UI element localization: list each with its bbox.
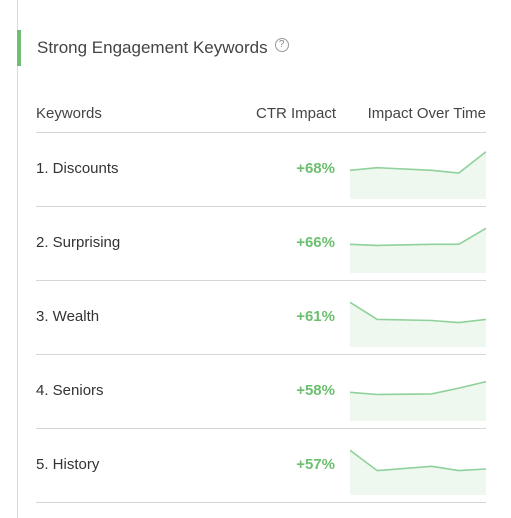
sparkline-svg — [350, 301, 486, 347]
keyword-label: 3. Wealth — [36, 308, 100, 325]
sparkline — [350, 443, 486, 495]
table-row[interactable]: 1. Discounts +68% — [36, 133, 486, 207]
sparkline-svg — [350, 151, 486, 199]
header-ctr-impact[interactable]: CTR Impact — [255, 105, 336, 122]
sparkline-area — [350, 151, 486, 199]
sparkline — [350, 221, 486, 273]
info-icon[interactable]: ? — [274, 38, 289, 52]
table-row[interactable]: 3. Wealth +61% — [36, 281, 486, 355]
keyword-label: 5. History — [36, 456, 100, 473]
sparkline-line — [350, 227, 486, 247]
header-keywords[interactable]: Keywords — [36, 105, 102, 122]
card-left-border — [17, 0, 18, 518]
sparkline-area — [350, 228, 486, 273]
keyword-label: 4. Seniors — [36, 382, 104, 399]
table-row[interactable]: 4. Seniors +58% — [36, 355, 486, 429]
sparkline — [350, 147, 486, 199]
sparkline — [350, 295, 486, 347]
sparkline-line — [350, 449, 486, 472]
sparkline-area — [350, 381, 486, 421]
sparkline-area — [350, 302, 486, 347]
table-header: Keywords CTR Impact Impact Over Time — [36, 96, 486, 133]
sparkline-area — [350, 450, 486, 495]
keywords-table: Keywords CTR Impact Impact Over Time 1. … — [36, 96, 486, 503]
sparkline-line — [350, 380, 486, 396]
ctr-value: +66% — [296, 234, 335, 251]
card-accent-bar — [17, 30, 21, 66]
card-title: Strong Engagement Keywords ? — [37, 38, 289, 58]
sparkline-svg — [350, 449, 486, 495]
header-impact-over-time[interactable]: Impact Over Time — [367, 105, 486, 122]
card-title-text: Strong Engagement Keywords — [37, 38, 268, 57]
sparkline-svg — [350, 227, 486, 273]
table-row[interactable]: 2. Surprising +66% — [36, 207, 486, 281]
ctr-value: +58% — [296, 382, 335, 399]
keyword-label: 2. Surprising — [36, 234, 121, 251]
ctr-value: +61% — [296, 308, 335, 325]
ctr-value: +57% — [296, 456, 335, 473]
table-row[interactable]: 5. History +57% — [36, 429, 486, 503]
sparkline-svg — [350, 380, 486, 421]
sparkline — [350, 369, 486, 421]
ctr-value: +68% — [296, 160, 335, 177]
keyword-label: 1. Discounts — [36, 160, 119, 177]
sparkline-line — [350, 151, 486, 174]
sparkline-line — [350, 301, 486, 324]
